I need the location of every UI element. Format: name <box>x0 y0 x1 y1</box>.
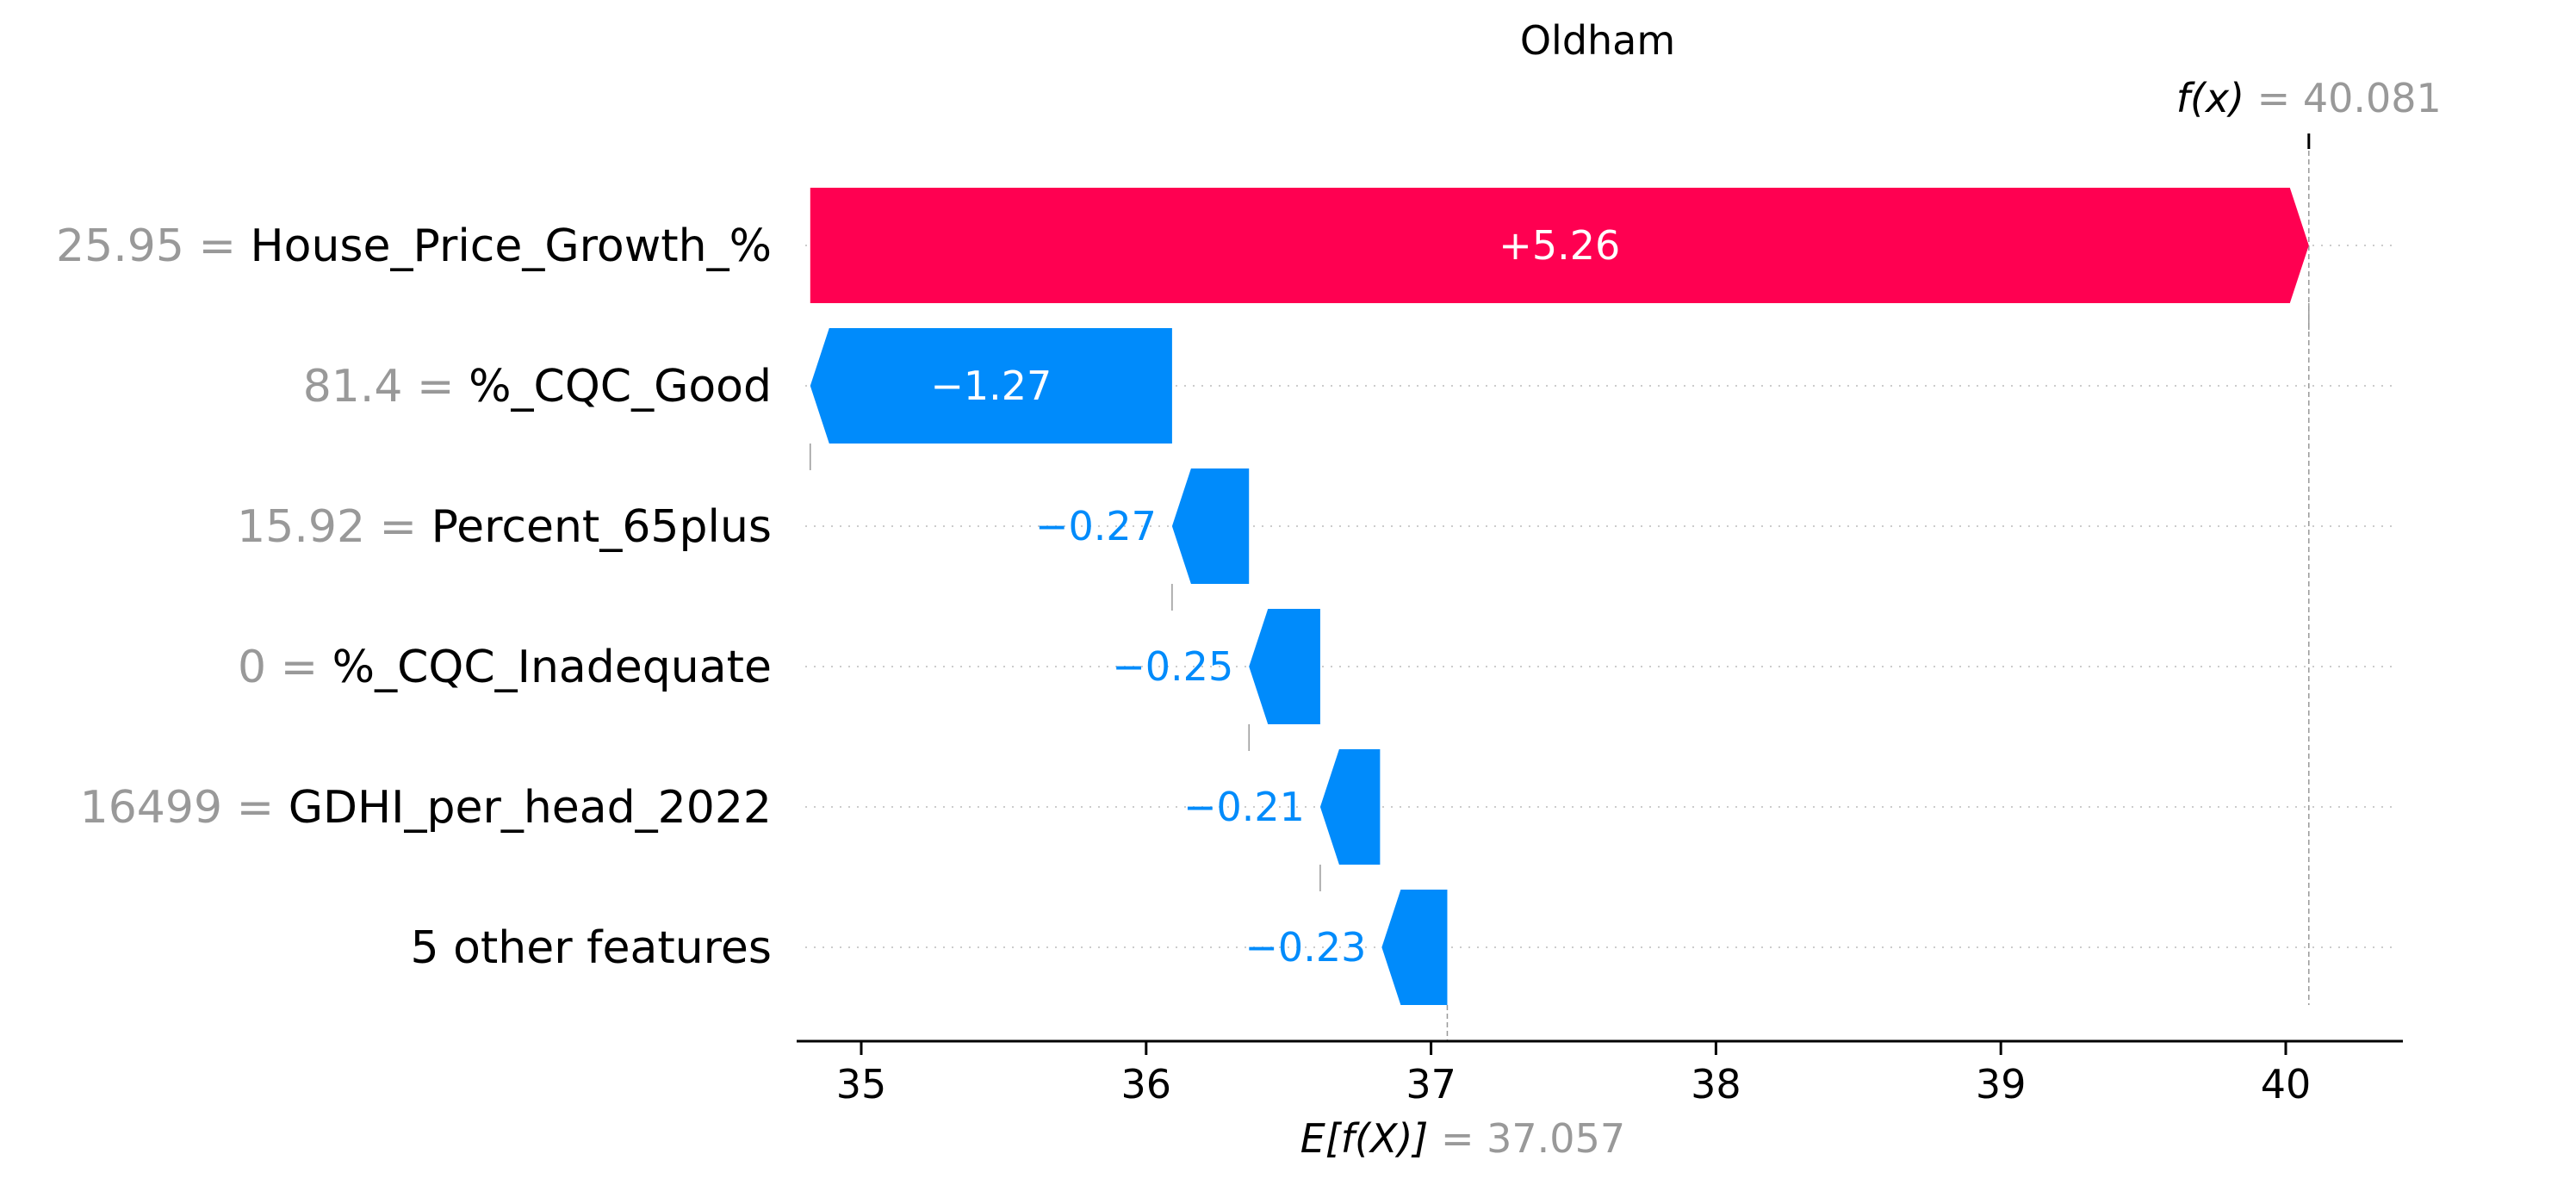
feature-name: %_CQC_Good <box>469 361 772 413</box>
x-tick-label: 38 <box>1691 1061 1741 1107</box>
bars: +5.26 −1.27 −0.27 −0.25 −0.21 −0.23 <box>810 188 2309 1005</box>
feature-label: 0 = %_CQC_Inadequate <box>238 642 772 693</box>
output-value-prefix: f(x) <box>2176 75 2244 121</box>
feature-labels: 25.95 = House_Price_Growth_% 81.4 = %_CQC… <box>56 220 772 974</box>
annotations: f(x) = 40.081 E[f(X)] = 37.057 <box>1300 75 2442 1162</box>
feature-label: 5 other features <box>410 922 772 974</box>
bar-value-label: −1.27 <box>930 363 1052 409</box>
feature-name: GDHI_per_head_2022 <box>289 782 772 834</box>
feature-name: House_Price_Growth_% <box>251 220 772 272</box>
base-value-prefix: E[f(X)] <box>1300 1115 1429 1162</box>
x-tick-label: 35 <box>836 1061 887 1107</box>
base-value-annotation: E[f(X)] = 37.057 <box>1300 1115 1625 1162</box>
feature-value: 81.4 = <box>303 361 469 413</box>
bar-4 <box>1249 609 1320 724</box>
bar-6 <box>1381 890 1448 1005</box>
feature-label: 81.4 = %_CQC_Good <box>303 361 772 413</box>
feature-name: 5 other features <box>410 922 772 974</box>
x-tick-label: 39 <box>1976 1061 2027 1107</box>
feature-name: %_CQC_Inadequate <box>332 642 772 693</box>
feature-value: 15.92 = <box>237 501 431 553</box>
connector-lines <box>810 142 2310 1041</box>
x-tick-label: 37 <box>1406 1061 1456 1107</box>
x-tick-label: 40 <box>2261 1061 2312 1107</box>
feature-value: 16499 = <box>80 782 289 834</box>
bar-value-label: −0.21 <box>1183 784 1305 830</box>
feature-label: 15.92 = Percent_65plus <box>237 501 772 553</box>
feature-label: 25.95 = House_Price_Growth_% <box>56 220 772 272</box>
x-axis: 35 36 37 38 39 40 <box>797 133 2403 1107</box>
bar-2 <box>810 328 1172 444</box>
feature-value: 25.95 = <box>56 220 251 272</box>
feature-name: Percent_65plus <box>431 501 772 553</box>
output-value-text: = 40.081 <box>2244 75 2442 121</box>
bar-5 <box>1319 749 1381 865</box>
base-value-text: = 37.057 <box>1428 1115 1625 1162</box>
feature-value: 0 = <box>238 642 332 693</box>
chart-title: Oldham <box>1520 17 1675 64</box>
bar-value-label: −0.25 <box>1112 643 1233 690</box>
output-value-annotation: f(x) = 40.081 <box>2176 75 2442 121</box>
x-tick-label: 36 <box>1121 1061 1172 1107</box>
bar-value-label: +5.26 <box>1499 222 1620 269</box>
bar-3 <box>1171 468 1250 584</box>
bar-1 <box>810 188 2309 303</box>
bar-value-label: −0.27 <box>1035 503 1157 549</box>
feature-label: 16499 = GDHI_per_head_2022 <box>80 782 772 834</box>
bar-value-label: −0.23 <box>1245 924 1366 971</box>
